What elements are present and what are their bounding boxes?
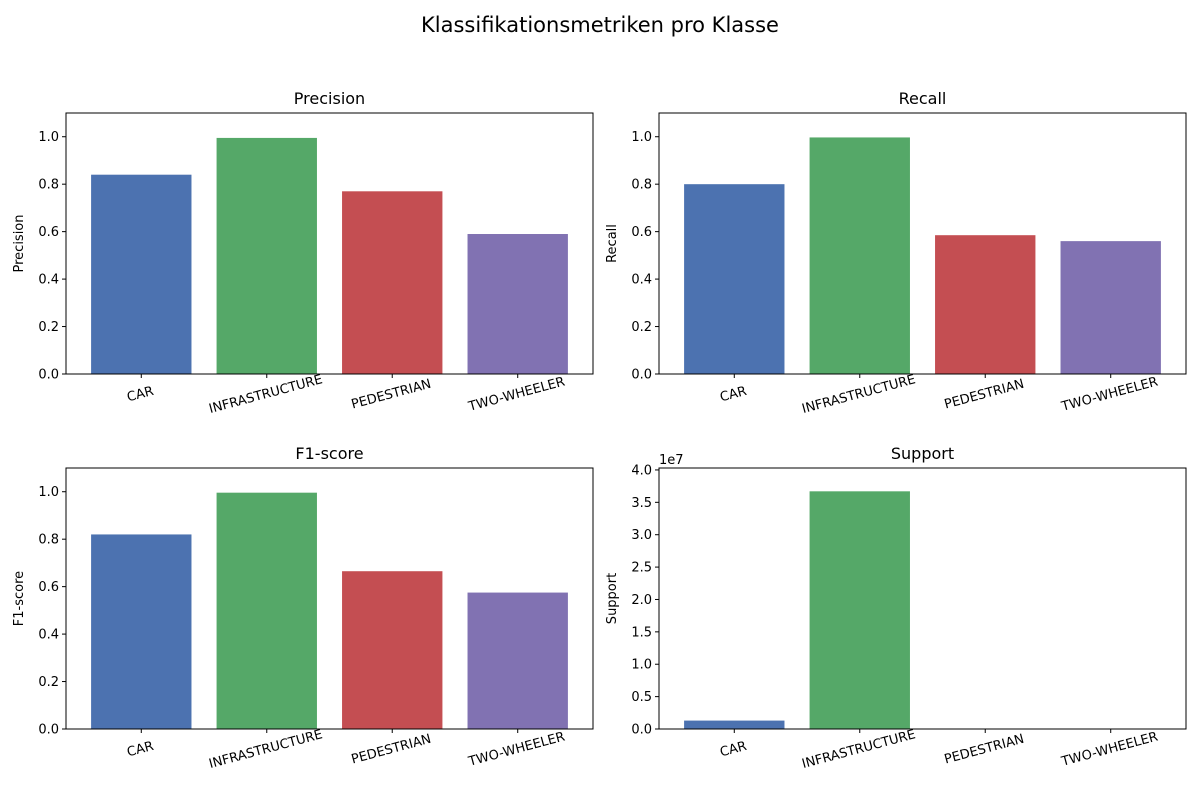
bar-infrastructure [216, 137, 317, 374]
bar-infrastructure [809, 137, 910, 374]
subplot-title: Precision [294, 89, 365, 108]
x-tick-label: TWO-WHEELER [1059, 375, 1160, 415]
y-tick-label: 0.6 [38, 580, 59, 595]
y-tick-label: 0.0 [631, 368, 652, 383]
y-tick-label: 3.0 [631, 528, 652, 543]
y-tick-label: 1.0 [38, 130, 59, 145]
bar-pedestrian [342, 191, 443, 374]
bar-pedestrian [342, 571, 443, 729]
y-tick-label: 0.2 [38, 320, 59, 335]
axes-frame [65, 467, 594, 730]
y-tick-label: 1.0 [631, 658, 652, 673]
x-tick-label: CAR [125, 384, 155, 405]
axes-frame [658, 467, 1187, 730]
y-tick-label: 4.0 [631, 463, 652, 478]
y-tick-label: 0.5 [631, 690, 652, 705]
x-tick-label: INFRASTRUCTURE [800, 372, 917, 417]
y-tick-label: 0.0 [38, 368, 59, 383]
bar-car [684, 720, 785, 729]
x-tick-label: TWO-WHEELER [466, 375, 567, 415]
y-tick-label: 0.2 [631, 320, 652, 335]
x-tick-label: PEDESTRIAN [350, 732, 433, 768]
y-axis-scale-label: 1e7 [659, 453, 684, 468]
axes-frame [658, 112, 1187, 375]
y-axis-label: Precision [12, 214, 27, 272]
y-tick-label: 0.6 [38, 225, 59, 240]
subplot-title: Recall [899, 89, 947, 108]
x-tick-label: PEDESTRIAN [943, 377, 1026, 413]
y-tick-label: 0.0 [631, 723, 652, 738]
x-tick-label: TWO-WHEELER [466, 730, 567, 770]
y-tick-label: 3.5 [631, 496, 652, 511]
subplot-precision: Precision Precision 0.0 0.2 0.4 0.6 0.8 1.0 CAR I… [12, 89, 594, 417]
x-tick-label: CAR [718, 739, 748, 760]
bar-two-wheeler [467, 234, 568, 374]
y-tick-label: 0.0 [38, 723, 59, 738]
y-axis-label: Recall [605, 224, 620, 263]
subplot-f1-score: F1-score F1-score 0.0 0.2 0.4 0.6 0.8 1.0 CAR INF… [12, 444, 594, 772]
bar-infrastructure [809, 491, 910, 729]
x-tick-label: PEDESTRIAN [943, 732, 1026, 768]
bar-two-wheeler [1060, 241, 1161, 374]
bar-two-wheeler [467, 592, 568, 729]
y-tick-label: 0.4 [38, 273, 59, 288]
y-tick-label: 2.0 [631, 593, 652, 608]
y-axis-label: Support [605, 573, 620, 624]
subplot-title: F1-score [295, 444, 363, 463]
y-tick-label: 0.8 [631, 178, 652, 193]
x-tick-label: INFRASTRUCTURE [207, 372, 324, 417]
bar-car [684, 184, 785, 374]
axes-frame [65, 112, 594, 375]
y-tick-label: 0.8 [38, 533, 59, 548]
x-tick-label: TWO-WHEELER [1059, 730, 1160, 770]
y-tick-label: 0.4 [38, 628, 59, 643]
y-tick-label: 1.5 [631, 625, 652, 640]
bar-car [91, 534, 192, 729]
y-tick-label: 0.4 [631, 273, 652, 288]
x-tick-label: INFRASTRUCTURE [207, 727, 324, 772]
y-tick-label: 0.8 [38, 178, 59, 193]
subplot-support: Support Support 1e7 0.0 0.5 1.0 1.5 2.0 2.5 3.0 3.… [605, 444, 1187, 772]
x-tick-label: CAR [718, 384, 748, 405]
y-tick-label: 1.0 [631, 130, 652, 145]
x-tick-label: INFRASTRUCTURE [800, 727, 917, 772]
subplot-recall: Recall Recall 0.0 0.2 0.4 0.6 0.8 1.0 CAR INFRAST… [605, 89, 1187, 417]
subplot-title: Support [891, 444, 954, 463]
bar-infrastructure [216, 492, 317, 729]
y-axis-label: F1-score [12, 571, 27, 626]
x-tick-label: PEDESTRIAN [350, 377, 433, 413]
y-tick-label: 1.0 [38, 485, 59, 500]
figure-title: Klassifikationsmetriken pro Klasse [421, 13, 779, 37]
y-tick-label: 0.2 [38, 675, 59, 690]
y-tick-label: 2.5 [631, 561, 652, 576]
y-tick-label: 0.6 [631, 225, 652, 240]
bar-pedestrian [935, 235, 1036, 374]
x-tick-label: CAR [125, 739, 155, 760]
bar-car [91, 174, 192, 374]
